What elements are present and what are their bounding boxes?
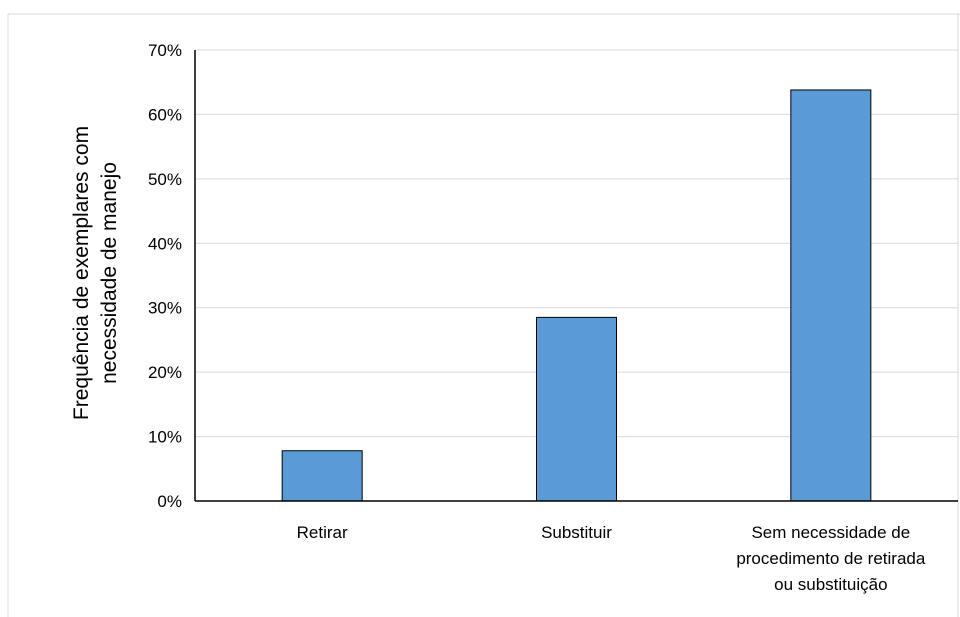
bar (790, 89, 872, 502)
axes (194, 50, 958, 502)
y-axis-title: Frequência de exemplares com necessidade … (70, 126, 121, 420)
y-tick-label: 40% (148, 234, 182, 253)
category-labels: Retirar Substituir Sem necessidade de proce… (297, 523, 926, 594)
y-tick-labels: 0% 10% 20% 30% 40% 50% 60% 70% (148, 41, 182, 511)
bar (281, 450, 363, 502)
y-tick-label: 70% (148, 41, 182, 60)
y-tick-label: 30% (148, 299, 182, 318)
x-category-label: Substituir (541, 523, 612, 542)
y-tick-label: 10% (148, 428, 182, 447)
y-tick-label: 60% (148, 105, 182, 124)
y-tick-label: 50% (148, 170, 182, 189)
x-category-label: Retirar (297, 523, 348, 542)
bars (281, 89, 872, 502)
x-category-label: Sem necessidade de procedimento de retira… (736, 523, 926, 594)
bar (536, 316, 617, 502)
y-tick-label: 0% (157, 492, 182, 511)
y-tick-label: 20% (148, 363, 182, 382)
